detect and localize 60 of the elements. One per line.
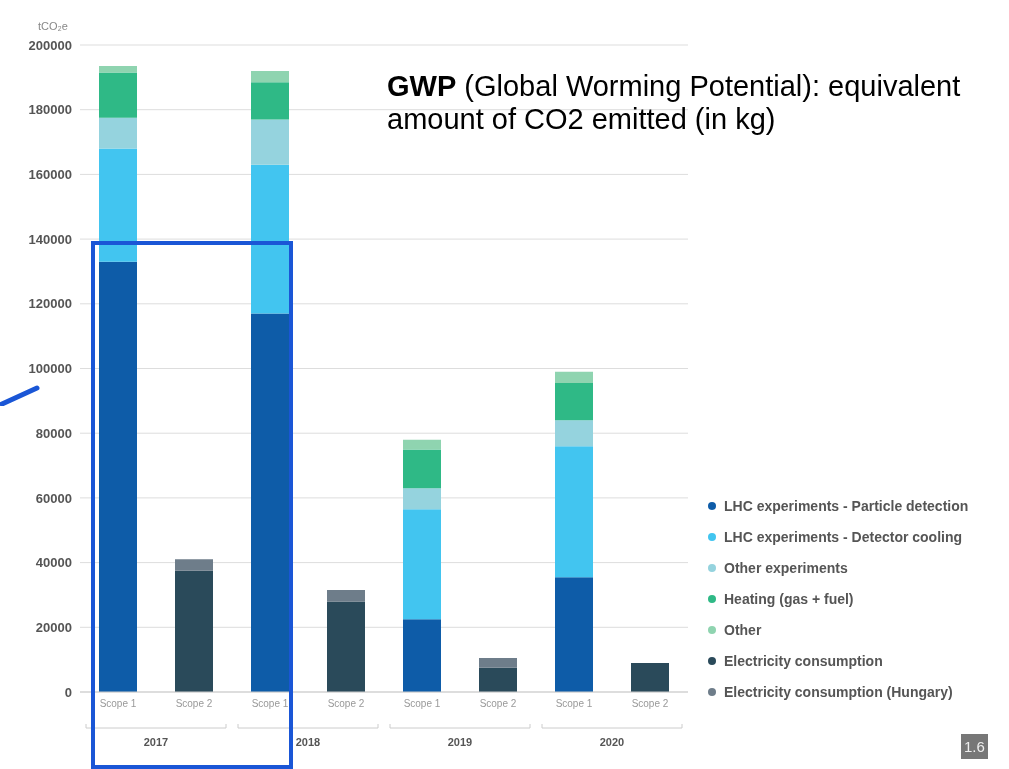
bar bbox=[251, 119, 289, 165]
y-tick-label: 120000 bbox=[28, 296, 72, 312]
y-tick-label: 20000 bbox=[35, 619, 72, 635]
bar bbox=[251, 82, 289, 120]
x-tick-label: Scope 2 bbox=[479, 698, 517, 710]
annotation: GWP (Global Worming Potential): equivalent amount of CO2 emitted (in kg) bbox=[387, 70, 962, 136]
bar bbox=[99, 66, 137, 73]
x-tick-label: Scope 1 bbox=[99, 698, 137, 710]
text: 2018 bbox=[295, 736, 321, 748]
legend-label: LHC experiments - Particle detection bbox=[724, 497, 969, 514]
legend-label: Other bbox=[724, 621, 762, 638]
x-tick-label: Scope 1 bbox=[555, 698, 593, 710]
x-tick-label: Scope 1 bbox=[403, 698, 441, 710]
y-tick-label: 60000 bbox=[35, 490, 72, 506]
y-tick-label: 40000 bbox=[35, 555, 72, 571]
x-tick-label: Scope 2 bbox=[175, 698, 213, 710]
bar bbox=[403, 619, 441, 692]
legend-label: Heating (gas + fuel) bbox=[724, 590, 854, 607]
bar bbox=[327, 601, 365, 692]
text: 2020 bbox=[599, 736, 625, 748]
bar bbox=[175, 570, 213, 692]
bar bbox=[479, 667, 517, 692]
y-tick-label: 200000 bbox=[28, 37, 72, 53]
y-tick-label: 0 bbox=[64, 684, 72, 700]
bar bbox=[175, 559, 213, 571]
y-tick-label: 100000 bbox=[28, 361, 72, 377]
bar bbox=[403, 449, 441, 489]
legend-label: LHC experiments - Detector cooling bbox=[724, 528, 963, 545]
legend-label: Electricity consumption (Hungary) bbox=[724, 683, 953, 700]
x-tick-label: Scope 2 bbox=[631, 698, 669, 710]
bar bbox=[251, 164, 289, 314]
y-tick-label: 140000 bbox=[28, 231, 72, 247]
bar bbox=[251, 70, 289, 83]
bar bbox=[555, 383, 593, 421]
bar bbox=[99, 261, 137, 692]
bar bbox=[555, 577, 593, 692]
bar bbox=[403, 509, 441, 620]
x-tick-label: Scope 2 bbox=[327, 698, 365, 710]
bar bbox=[99, 72, 137, 118]
x-tick-label: Scope 1 bbox=[251, 698, 289, 710]
bar bbox=[99, 117, 137, 149]
bar bbox=[251, 313, 289, 692]
legend-label: Electricity consumption bbox=[724, 652, 883, 669]
y-tick-label: 180000 bbox=[28, 102, 72, 118]
bar bbox=[479, 658, 517, 668]
y-tick-label: 80000 bbox=[35, 425, 72, 441]
text: 2019 bbox=[447, 736, 473, 748]
bar bbox=[631, 662, 669, 692]
text: 1.6 bbox=[961, 734, 988, 759]
bar bbox=[555, 446, 593, 578]
legend-label: Other experiments bbox=[724, 559, 848, 576]
bar bbox=[555, 420, 593, 447]
bar bbox=[403, 488, 441, 510]
bar bbox=[403, 439, 441, 450]
y-tick-label: 160000 bbox=[28, 167, 72, 183]
y-axis-title: tCO₂e bbox=[38, 20, 68, 32]
text: 2017 bbox=[143, 736, 169, 748]
bar bbox=[99, 148, 137, 262]
bar bbox=[555, 371, 593, 384]
bar bbox=[327, 590, 365, 602]
